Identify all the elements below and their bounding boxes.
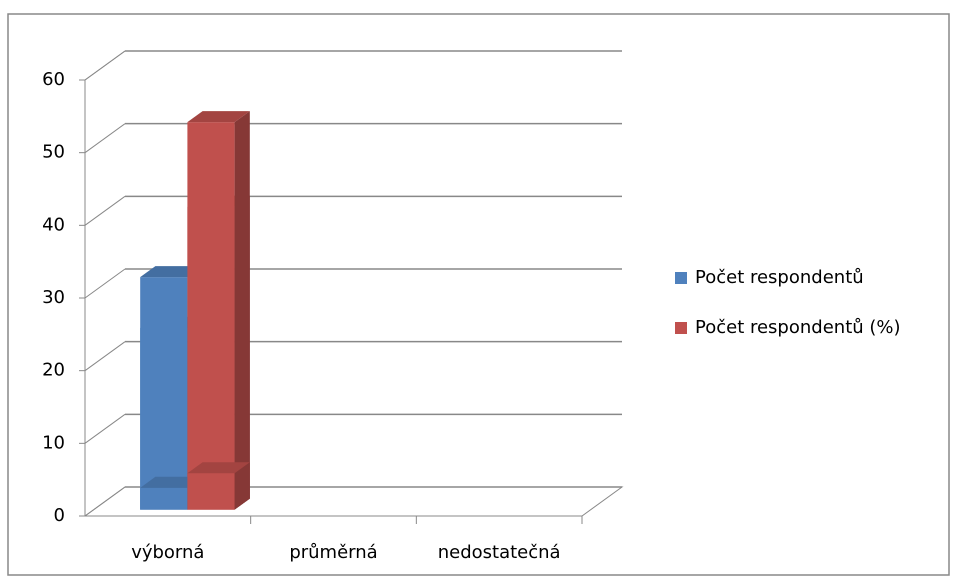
legend-label: Počet respondentů bbox=[695, 267, 864, 288]
y-tick-label: 0 bbox=[54, 505, 65, 526]
grid-line bbox=[84, 50, 126, 81]
bar-front bbox=[140, 277, 188, 510]
bar-top bbox=[187, 462, 250, 474]
x-tick-label: průměrná bbox=[289, 542, 377, 563]
x-tick-label: výborná bbox=[131, 542, 204, 563]
grid-line bbox=[84, 268, 126, 299]
y-tick-label: 30 bbox=[42, 287, 65, 308]
grid-line bbox=[84, 195, 126, 226]
grid-line bbox=[84, 341, 126, 372]
bar-side bbox=[234, 111, 250, 510]
legend-label: Počet respondentů (%) bbox=[695, 317, 901, 338]
legend-swatch bbox=[675, 272, 687, 284]
y-tick-label: 40 bbox=[42, 214, 65, 235]
x-tick-label: nedostatečná bbox=[438, 542, 561, 563]
legend-swatch bbox=[675, 322, 687, 334]
bar bbox=[187, 111, 250, 510]
bar-side bbox=[234, 462, 250, 510]
y-tick-label: 50 bbox=[42, 142, 65, 163]
grid-line bbox=[84, 486, 126, 517]
grid-line bbox=[84, 413, 126, 444]
y-tick-label: 10 bbox=[42, 432, 65, 453]
grid-line bbox=[84, 123, 126, 154]
y-tick-label: 20 bbox=[42, 360, 65, 381]
bar-top bbox=[140, 266, 203, 278]
bar-top bbox=[140, 476, 203, 488]
y-tick-label: 60 bbox=[42, 69, 65, 90]
bar-front bbox=[140, 487, 188, 510]
bar-top bbox=[187, 111, 250, 123]
bar bbox=[187, 462, 250, 510]
bar-front bbox=[187, 122, 235, 510]
bar-front bbox=[187, 473, 235, 510]
